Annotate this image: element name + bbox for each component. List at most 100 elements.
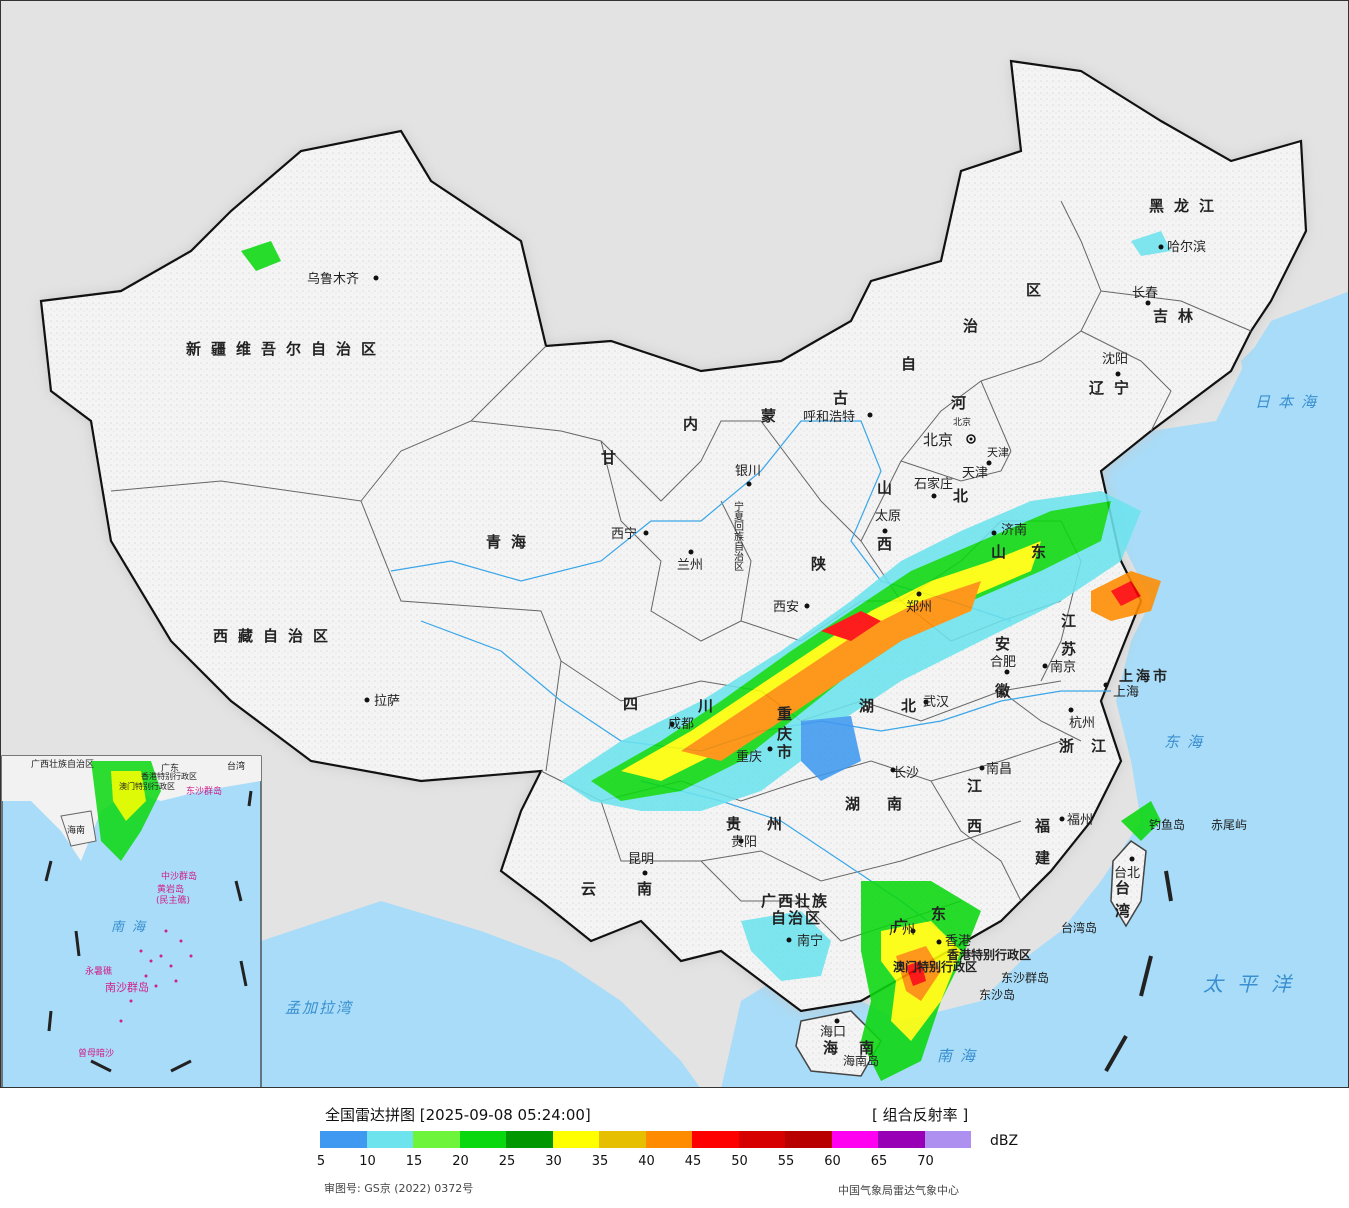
label-hu1: 湖: [859, 697, 884, 715]
label-xi2: 西: [967, 817, 992, 835]
city-chengdu: 成都: [668, 717, 694, 732]
label-xinjiang: 新疆维吾尔自治区: [186, 340, 386, 358]
label-shan: 山: [877, 479, 902, 497]
city-changsha: 长沙: [893, 766, 919, 781]
label-qing: 庆: [777, 725, 802, 743]
label-wan: 湾: [1115, 902, 1140, 920]
label-shaanxi: 陕: [811, 555, 836, 573]
inset-guangdong: 广东: [161, 762, 179, 774]
legend-panel: 全国雷达拼图 [2025-09-08 05:24:00] [ 组合反射率 ] d…: [0, 1088, 1349, 1208]
label-shi: 市: [777, 743, 802, 761]
label-hongkong-sar: 香港特别行政区: [946, 947, 1031, 962]
legend-tick: 55: [777, 1154, 795, 1169]
hainan-island: [795, 1010, 882, 1077]
sea-japan: [1241, 291, 1348, 521]
sea-south-china-label: 南海: [937, 1047, 983, 1065]
label-bei2: 北: [901, 697, 926, 715]
city-taiyuan: 太原: [875, 509, 901, 524]
city-nanning: 南宁: [797, 933, 823, 949]
south-china-sea-inset: 南海 东沙群岛 中沙群岛 黄岩岛 (民主礁) 永暑礁 南沙群岛 曾母暗沙 广西壮…: [1, 755, 262, 1087]
city-shanghai: 上海: [1113, 685, 1139, 700]
city-taipei: 台北: [1114, 866, 1140, 881]
legend-tick: 45: [684, 1154, 702, 1169]
city-changchun: 长春: [1132, 286, 1158, 301]
legend-tick: 5: [316, 1154, 326, 1169]
city-hangzhou: 杭州: [1069, 716, 1095, 731]
label-gu: 古: [833, 389, 858, 407]
label-guang: 广: [893, 917, 918, 935]
label-hu2: 湖: [845, 795, 870, 813]
label-ningxia: 宁夏回族自治区: [732, 500, 744, 571]
island-dongsha: 东沙岛: [979, 987, 1015, 1002]
radar-echoes: [241, 231, 1171, 1081]
label-meng: 蒙: [761, 407, 786, 425]
label-hai: 海: [823, 1039, 848, 1057]
label-xizang: 西藏自治区: [213, 627, 338, 645]
label-tianjin-region: 天津: [987, 446, 1009, 459]
label-dong2: 东: [1031, 543, 1056, 561]
inset-nansha: 南沙群岛: [105, 980, 149, 994]
sea-bengal-label: 孟加拉湾: [285, 999, 354, 1017]
island-labels: 钓鱼岛 赤尾屿 台湾岛 东沙群岛 东沙岛 海南岛: [843, 817, 1247, 1068]
color-swatch: [785, 1131, 832, 1148]
label-zhou: 州: [766, 815, 792, 833]
label-jilin: 吉林: [1153, 307, 1203, 325]
province-labels: 新疆维吾尔自治区 西藏自治区 青海 甘 内 蒙 古 自 治 区 黑龙江 吉林 辽…: [186, 197, 1224, 1057]
color-swatch: [692, 1131, 739, 1148]
label-chong: 重: [777, 705, 802, 723]
label-nei: 内: [683, 415, 708, 433]
sea-labels: 日本海 东海 太平洋 南海 孟加拉湾: [285, 393, 1324, 1065]
city-kunming: 昆明: [628, 852, 654, 867]
city-urumqi: 乌鲁木齐: [307, 271, 359, 287]
label-guangxi: 广西壮族: [761, 892, 829, 910]
city-zhengzhou: 郑州: [906, 600, 932, 615]
island-chiwei: 赤尾屿: [1211, 818, 1247, 832]
label-qinghai: 青海: [486, 533, 536, 551]
label-su: 苏: [1061, 640, 1086, 658]
legend-product: [ 组合反射率 ]: [872, 1106, 969, 1124]
sea-bengal: [261, 901, 700, 1087]
city-jinan: 济南: [1001, 522, 1027, 538]
label-beijing-region: 北京: [953, 416, 971, 428]
sea-pacific-label: 太平洋: [1203, 972, 1305, 996]
city-fuzhou: 福州: [1067, 813, 1093, 828]
inset-minzhu: (民主礁): [156, 894, 190, 906]
label-zhe: 浙: [1059, 737, 1084, 755]
taiwan-island: [1110, 840, 1147, 928]
city-shenyang: 沈阳: [1102, 352, 1128, 367]
label-gan: 甘: [601, 449, 626, 467]
city-yinchuan: 银川: [735, 464, 761, 479]
island-hainan: 海南岛: [843, 1053, 879, 1068]
review-number: 审图号: GS京 (2022) 0372号: [324, 1182, 474, 1195]
inset-yongshu: 永暑礁: [85, 965, 112, 977]
inset-macao: 澳门特别行政区: [119, 781, 175, 791]
sea-east-china-label: 东海: [1164, 733, 1210, 751]
label-yun: 云: [581, 880, 606, 898]
sea-japan-label: 日本海: [1255, 393, 1324, 411]
sea-east: [721, 291, 1348, 1087]
island-taiwan: 台湾岛: [1061, 920, 1097, 935]
city-xian: 西安: [773, 600, 799, 615]
label-heilongjiang: 黑龙江: [1149, 197, 1224, 215]
color-swatch: [320, 1131, 367, 1148]
city-guiyang: 贵阳: [731, 835, 757, 850]
label-nan3: 南: [859, 1039, 884, 1057]
city-wuhan: 武汉: [923, 695, 949, 710]
source-credit: 中国气象局雷达气象中心: [838, 1184, 959, 1197]
inset-dongsha: 东沙群岛: [186, 785, 222, 797]
color-bar: [320, 1131, 971, 1148]
inset-taiwan: 台湾: [227, 760, 245, 772]
color-swatch: [599, 1131, 646, 1148]
label-qu: 区: [1026, 281, 1051, 299]
legend-tick: 10: [359, 1154, 376, 1169]
maritime-boundary: [1104, 870, 1173, 1072]
city-beijing: 北京: [923, 431, 953, 449]
inset-hainan: 海南: [67, 824, 85, 836]
label-shan2: 山: [991, 543, 1016, 561]
legend-tick: 60: [824, 1154, 841, 1169]
city-hongkong: 香港: [945, 934, 971, 949]
legend-title: 全国雷达拼图 [2025-09-08 05:24:00]: [325, 1106, 591, 1124]
color-swatch: [506, 1131, 553, 1148]
legend-tick: 70: [917, 1154, 934, 1169]
label-jiang: 江: [967, 777, 992, 795]
